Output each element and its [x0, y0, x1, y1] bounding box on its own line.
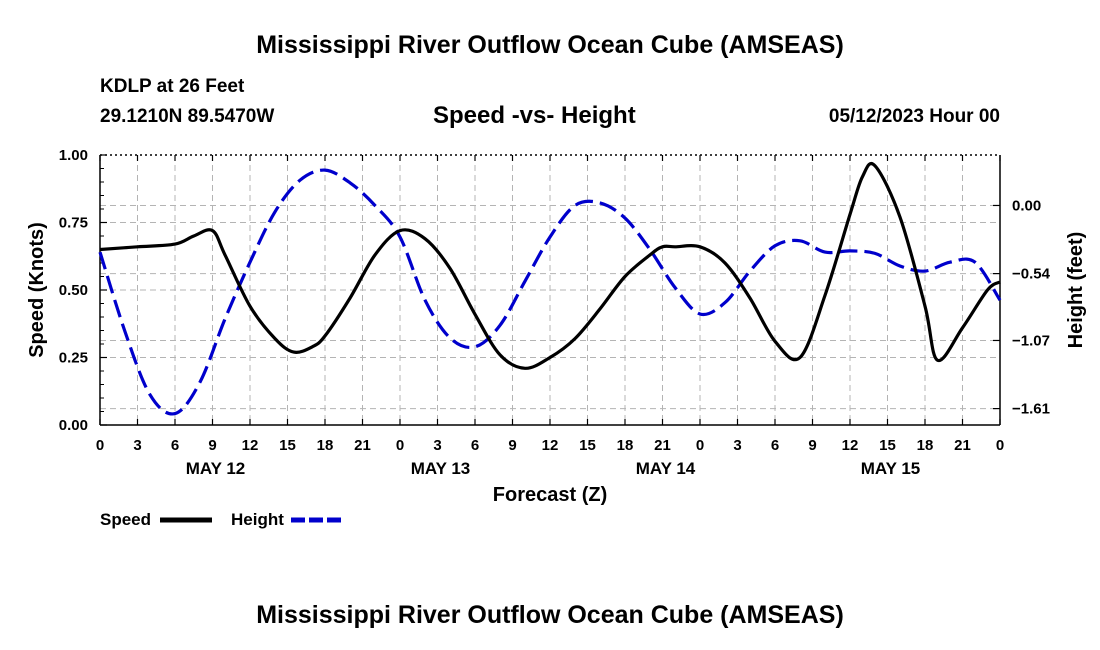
- x-tick-label: 21: [354, 437, 371, 454]
- x-tick-label: 0: [96, 437, 104, 454]
- series-line-speed: [99, 161, 1001, 370]
- y-tick-label: 0.25: [59, 350, 88, 367]
- x-tick-label: 3: [733, 437, 741, 454]
- y-right-tick-label: 0.00: [1012, 197, 1041, 214]
- y-tick-label: 0.00: [59, 417, 88, 434]
- x-tick-label: 6: [771, 437, 779, 454]
- y-axis-title: Speed (Knots): [26, 222, 48, 358]
- x-tick-label: 12: [542, 437, 559, 454]
- x-tick-label: 6: [171, 437, 179, 454]
- x-tick-label: 0: [696, 437, 704, 454]
- x-tick-label: 15: [879, 437, 896, 454]
- x-tick-label: 9: [508, 437, 516, 454]
- x-tick-label: 15: [579, 437, 596, 454]
- x-tick-label: 9: [808, 437, 816, 454]
- date-label: MAY 15: [861, 459, 921, 478]
- x-tick-label: 21: [654, 437, 671, 454]
- legend-height-label: Height: [231, 510, 284, 529]
- main-title: Mississippi River Outflow Ocean Cube (AM…: [256, 31, 844, 59]
- x-tick-label: 0: [396, 437, 404, 454]
- y-tick-label: 1.00: [59, 147, 88, 164]
- y-right-tick-label: −0.54: [1012, 266, 1051, 283]
- y-tick-label: 0.50: [59, 282, 88, 299]
- series-line-height: [98, 168, 1002, 416]
- y-right-tick-label: −1.07: [1012, 332, 1050, 349]
- x-tick-label: 0: [996, 437, 1004, 454]
- x-tick-label: 18: [317, 437, 334, 454]
- x-axis-title: Forecast (Z): [493, 484, 607, 506]
- chart-title: Speed -vs- Height: [433, 102, 636, 129]
- x-tick-label: 6: [471, 437, 479, 454]
- date-label: MAY 12: [186, 459, 246, 478]
- footer-title: Mississippi River Outflow Ocean Cube (AM…: [256, 601, 844, 629]
- x-tick-label: 18: [917, 437, 934, 454]
- date-label: MAY 14: [636, 459, 696, 478]
- series: [98, 161, 1002, 416]
- x-tick-label: 15: [279, 437, 296, 454]
- legend-speed-label: Speed: [100, 510, 151, 529]
- x-tick-label: 3: [133, 437, 141, 454]
- station-label: KDLP at 26 Feet: [100, 76, 245, 97]
- grid: [100, 155, 1000, 425]
- x-tick-label: 3: [433, 437, 441, 454]
- y-right-axis-title: Height (feet): [1065, 232, 1087, 349]
- y-tick-label: 0.75: [59, 215, 88, 232]
- date-label: MAY 13: [411, 459, 471, 478]
- y-right-tick-label: −1.61: [1012, 401, 1050, 418]
- coordinates-label: 29.1210N 89.5470W: [100, 106, 275, 127]
- x-tick-label: 12: [242, 437, 259, 454]
- x-tick-label: 12: [842, 437, 859, 454]
- x-tick-label: 21: [954, 437, 971, 454]
- forecast-datetime: 05/12/2023 Hour 00: [828, 106, 1000, 127]
- x-tick-label: 18: [617, 437, 634, 454]
- axes: 0 3 6 9 12 15 18 21 0 3 6 9 12 15 18 21 0 3 6 9 12 15 18 21 0MAY…: [59, 147, 1051, 478]
- speed-height-chart: 0 3 6 9 12 15 18 21 0 3 6 9 12 15 18 21 0 3 6 9 12 15 18 21 0MAY…: [26, 147, 1087, 529]
- x-tick-label: 9: [208, 437, 216, 454]
